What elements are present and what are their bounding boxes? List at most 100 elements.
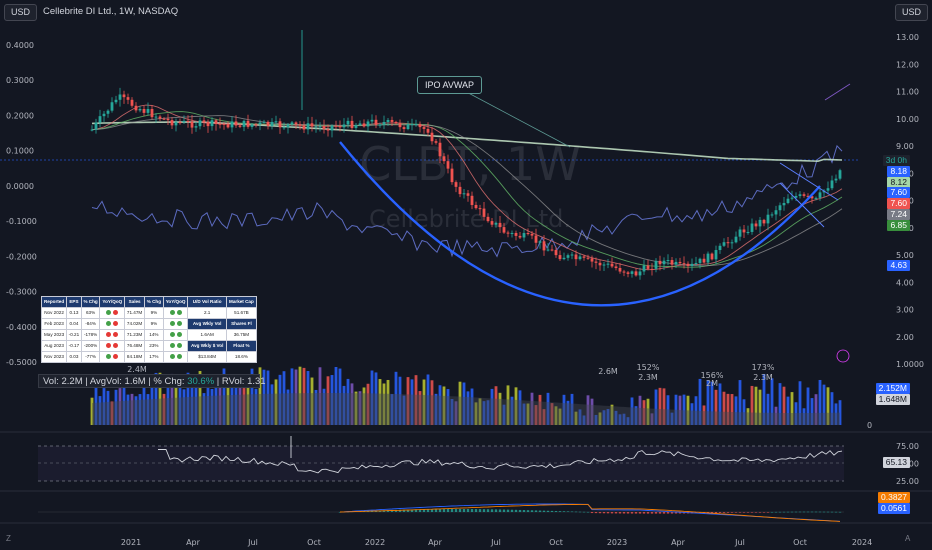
candle-body [290, 122, 294, 125]
volume-bar [650, 413, 654, 425]
candle-body [682, 263, 686, 265]
volume-bar [238, 384, 242, 425]
candle-body [302, 125, 306, 130]
volume-bar [590, 398, 594, 425]
macd-hist-bar [570, 511, 574, 513]
table-header-cell: Sales [124, 296, 146, 308]
volume-marker: 173% [752, 363, 775, 372]
macd-hist-bar [814, 511, 818, 513]
candle-body [598, 262, 602, 266]
chg-label: % Chg: [153, 376, 185, 387]
table-cell: 23% [144, 340, 164, 352]
volume-marker: 2.3M [753, 373, 773, 382]
right-axis-tick: 1.0000 [896, 360, 924, 369]
candle-body [686, 263, 690, 266]
volume-bar [534, 405, 538, 425]
table-cell: Nov 2023 [40, 351, 68, 363]
auto-scale-toggle[interactable]: A [905, 534, 911, 543]
candle-body [650, 268, 654, 270]
macd-hist-bar [790, 511, 794, 513]
candle-body [182, 120, 186, 123]
status-dot [106, 321, 112, 327]
volume-bar [218, 387, 222, 425]
volume-bar [458, 381, 462, 425]
volume-bar [546, 392, 550, 425]
macd-hist-bar [454, 508, 458, 512]
macd-hist-bar [714, 512, 718, 513]
volume-bar [402, 395, 406, 425]
volume-bar [470, 388, 474, 425]
volume-bar [662, 388, 666, 425]
status-dot [169, 310, 175, 316]
left-currency-button[interactable]: USD [4, 4, 38, 21]
macd-hist-bar [490, 509, 494, 512]
table-header-cell: Market Cap [225, 296, 258, 308]
candle-body [190, 121, 194, 128]
candle-body [114, 99, 118, 103]
volume-bar [594, 414, 598, 425]
candle-body [266, 121, 270, 126]
log-scale-toggle[interactable]: Z [6, 534, 11, 543]
volume-bar [346, 378, 350, 425]
macd-hist-bar [622, 512, 626, 514]
candle-body [402, 127, 406, 130]
volume-bar [778, 383, 782, 425]
volume-bar [550, 403, 554, 425]
candle-body [698, 258, 702, 263]
candle-body [722, 242, 726, 246]
flag-line-top [779, 162, 839, 201]
status-dot [169, 321, 175, 327]
volume-bar [806, 387, 810, 425]
volume-bar [770, 378, 774, 425]
volume-bar [202, 393, 206, 425]
candle-body [726, 242, 730, 244]
table-cell: May 2023 [40, 329, 68, 341]
right-currency-button[interactable]: USD [895, 4, 929, 21]
candle-body [390, 119, 394, 122]
candle-body [762, 219, 766, 224]
table-cell [99, 329, 126, 341]
macd-hist-bar [830, 511, 834, 513]
volume-bar [522, 403, 526, 425]
candle-body [110, 102, 114, 111]
macd-hist-bar [434, 509, 438, 512]
time-axis-label: 2023 [607, 538, 627, 547]
macd-histogram [338, 508, 842, 514]
time-axis-label: 2024 [852, 538, 872, 547]
volume-bar [542, 409, 546, 425]
chart-title: Cellebrite DI Ltd., 1W, NASDAQ [43, 6, 179, 17]
candle-body [274, 121, 278, 123]
table-side-cell: Avg Wkly $ Vol [187, 340, 227, 352]
table-cell: 9% [144, 318, 164, 330]
volume-bar [242, 388, 246, 425]
macd-hist-bar [534, 510, 538, 512]
candle-body [130, 99, 134, 106]
candle-body [630, 271, 634, 274]
table-cell: Aug 2023 [40, 340, 68, 352]
volume-bar [726, 393, 730, 425]
volume-bar [798, 381, 802, 425]
volume-bar [438, 385, 442, 425]
flag-line-bottom [779, 182, 825, 228]
volume-bar [670, 412, 674, 425]
status-dot [106, 332, 112, 338]
candle-body [162, 118, 166, 120]
candle-body [366, 121, 370, 127]
candle-body [386, 119, 390, 123]
macd-hist-bar [414, 509, 418, 512]
table-cell [162, 307, 189, 319]
candle-body [354, 125, 358, 128]
candle-body [570, 254, 574, 256]
macd-hist-bar [470, 509, 474, 512]
macd-hist-bar [546, 510, 550, 512]
volume-bar [530, 392, 534, 425]
volume-bar [746, 408, 750, 425]
table-cell: 0.13 [66, 307, 82, 319]
volume-bar [690, 403, 694, 425]
volume-bar [246, 378, 250, 425]
candle-body [410, 124, 414, 126]
volume-bar [834, 403, 838, 425]
price-tag: 8.18 [887, 166, 910, 177]
table-cell [162, 351, 189, 363]
candle-body [298, 124, 302, 126]
